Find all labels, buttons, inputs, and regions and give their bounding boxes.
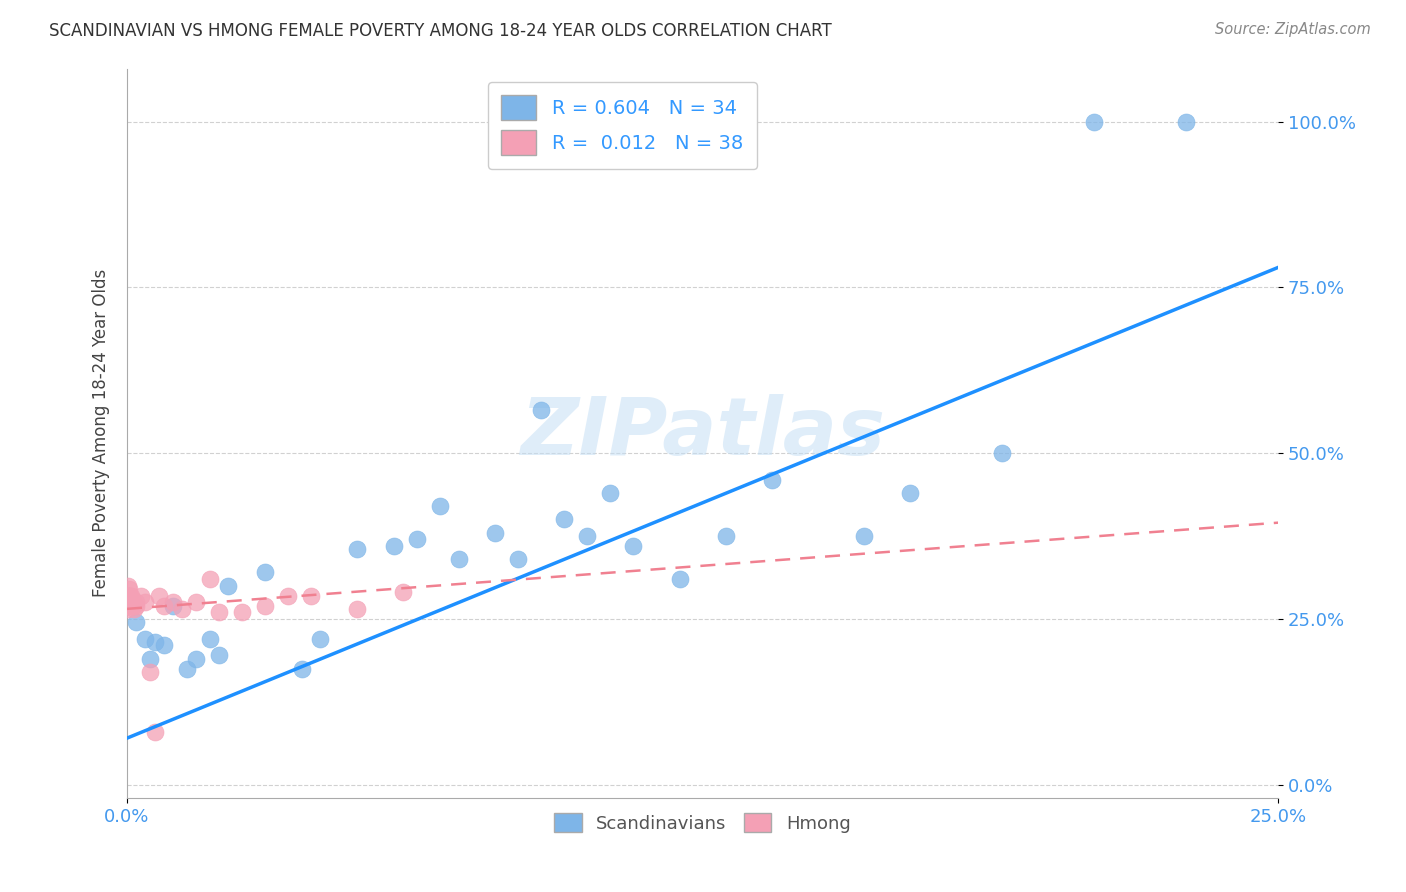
Point: [134, 632, 156, 646]
Point: [125, 615, 148, 629]
Point: [121, 595, 143, 609]
Point: [125, 599, 148, 613]
Point: [217, 579, 239, 593]
Point: [382, 539, 405, 553]
Point: [299, 589, 322, 603]
Point: [120, 599, 142, 613]
Point: [148, 589, 170, 603]
Point: [139, 665, 162, 679]
Point: [761, 473, 783, 487]
Y-axis label: Female Poverty Among 18-24 Year Olds: Female Poverty Among 18-24 Year Olds: [93, 269, 110, 598]
Point: [134, 595, 156, 609]
Point: [429, 499, 451, 513]
Point: [121, 591, 143, 606]
Point: [153, 638, 176, 652]
Point: [176, 661, 198, 675]
Point: [254, 566, 277, 580]
Point: [406, 533, 429, 547]
Point: [1083, 114, 1105, 128]
Point: [553, 512, 575, 526]
Point: [118, 582, 141, 596]
Point: [668, 572, 690, 586]
Point: [143, 635, 166, 649]
Point: [346, 542, 368, 557]
Text: Source: ZipAtlas.com: Source: ZipAtlas.com: [1215, 22, 1371, 37]
Point: [508, 552, 530, 566]
Point: [162, 595, 184, 609]
Point: [118, 589, 141, 603]
Point: [198, 572, 221, 586]
Point: [118, 595, 141, 609]
Point: [117, 579, 139, 593]
Point: [120, 589, 142, 603]
Point: [599, 486, 621, 500]
Point: [184, 651, 207, 665]
Point: [184, 595, 207, 609]
Point: [143, 724, 166, 739]
Point: [117, 589, 139, 603]
Text: ZIPatlas: ZIPatlas: [520, 394, 884, 472]
Point: [125, 595, 148, 609]
Point: [121, 591, 143, 606]
Point: [530, 403, 553, 417]
Point: [118, 589, 141, 603]
Point: [198, 632, 221, 646]
Point: [139, 651, 162, 665]
Point: [1175, 114, 1198, 128]
Point: [254, 599, 277, 613]
Point: [714, 529, 737, 543]
Point: [346, 602, 368, 616]
Point: [117, 602, 139, 616]
Point: [153, 599, 176, 613]
Point: [484, 525, 506, 540]
Point: [291, 661, 314, 675]
Point: [172, 602, 194, 616]
Point: [576, 529, 599, 543]
Point: [208, 605, 231, 619]
Point: [120, 595, 142, 609]
Point: [122, 602, 145, 616]
Point: [117, 599, 139, 613]
Point: [121, 599, 143, 613]
Point: [118, 591, 141, 606]
Point: [208, 648, 231, 663]
Text: SCANDINAVIAN VS HMONG FEMALE POVERTY AMONG 18-24 YEAR OLDS CORRELATION CHART: SCANDINAVIAN VS HMONG FEMALE POVERTY AMO…: [49, 22, 832, 40]
Point: [392, 585, 415, 599]
Point: [898, 486, 921, 500]
Legend: Scandinavians, Hmong: Scandinavians, Hmong: [547, 806, 858, 840]
Point: [991, 446, 1014, 460]
Point: [129, 589, 152, 603]
Point: [162, 599, 184, 613]
Point: [122, 599, 145, 613]
Point: [231, 605, 253, 619]
Point: [623, 539, 645, 553]
Point: [121, 591, 143, 606]
Point: [852, 529, 875, 543]
Point: [277, 589, 299, 603]
Point: [447, 552, 470, 566]
Point: [309, 632, 332, 646]
